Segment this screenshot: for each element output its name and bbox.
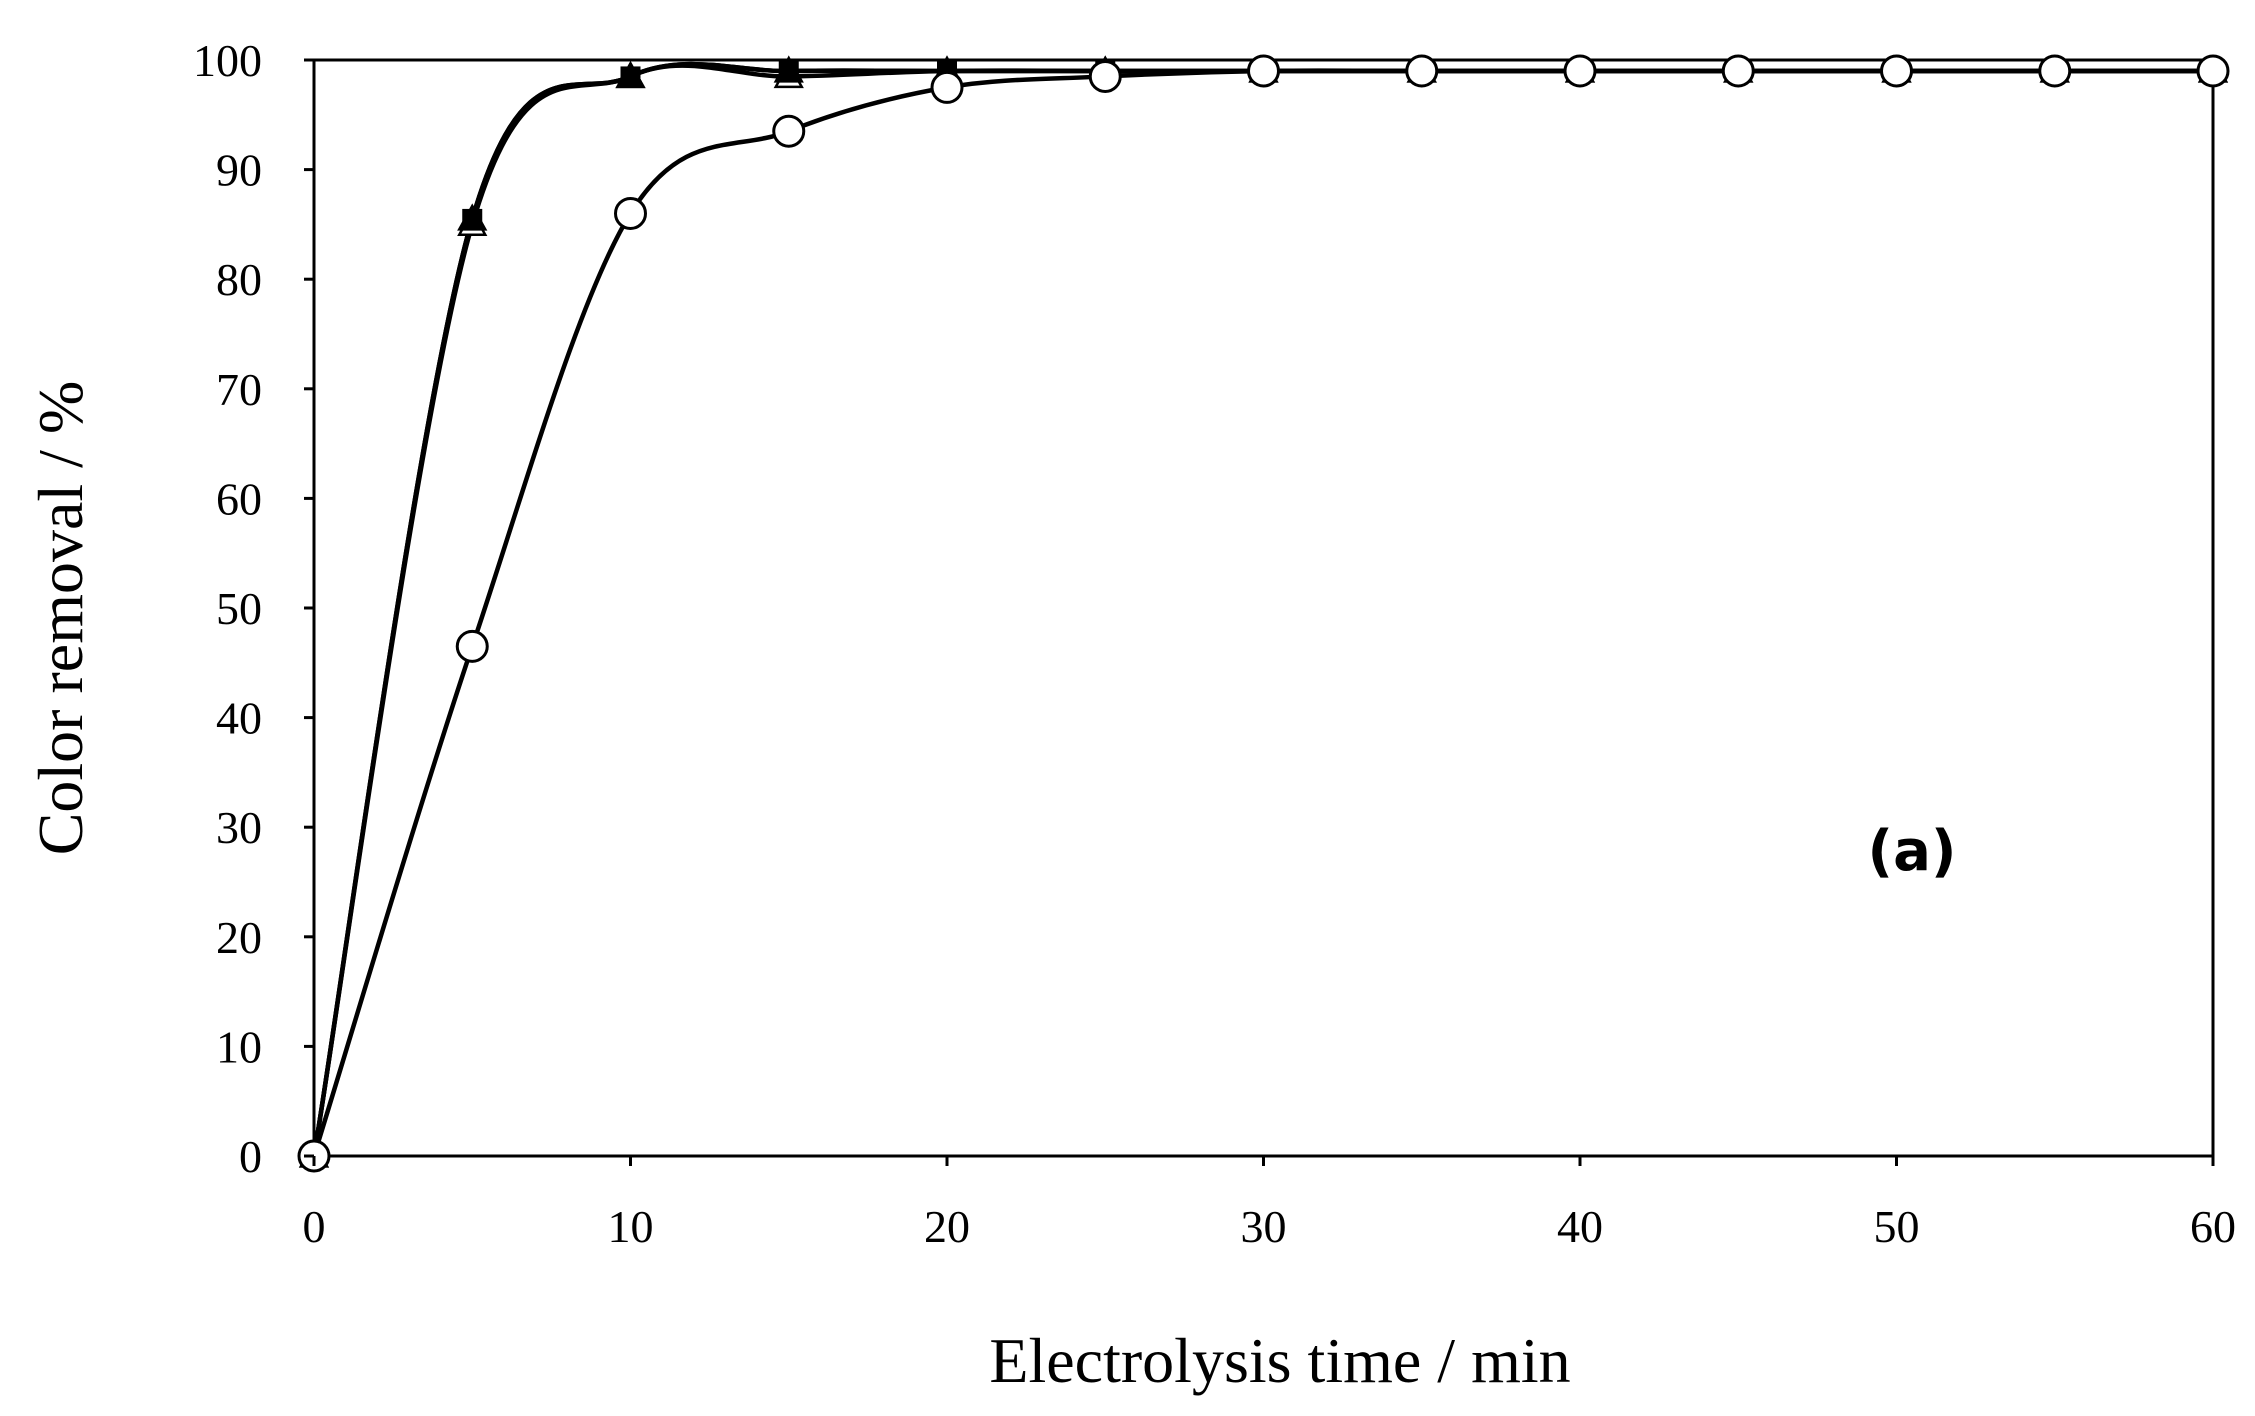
data-point-open-circle xyxy=(1880,54,1913,88)
data-point-open-circle xyxy=(1405,54,1439,88)
data-point-filled-triangle xyxy=(773,55,804,83)
x-tick-label: 20 xyxy=(924,1201,970,1252)
data-point-open-circle xyxy=(772,114,806,148)
x-tick-label: 40 xyxy=(1557,1201,1603,1252)
data-point-open-circle xyxy=(614,196,647,230)
x-tick-label: 0 xyxy=(303,1201,326,1252)
y-axis-title: Color removal / % xyxy=(25,381,96,856)
y-tick-label: 60 xyxy=(216,473,262,524)
data-point-open-circle xyxy=(2038,54,2072,88)
x-tick-label: 10 xyxy=(608,1201,654,1252)
data-point-open-circle xyxy=(1247,54,1280,88)
y-tick-label: 100 xyxy=(193,35,262,86)
x-tick-label: 60 xyxy=(2190,1201,2236,1252)
y-tick-label: 70 xyxy=(216,364,262,415)
series-filled-square-line xyxy=(311,61,2213,1157)
y-tick-label: 80 xyxy=(216,254,262,305)
plot-area-frame xyxy=(312,58,2215,1158)
series-open-triangle-line xyxy=(311,63,2213,1157)
y-tick-label: 0 xyxy=(239,1131,262,1182)
series-filled-triangle-line xyxy=(311,61,2213,1157)
x-axis-title: Electrolysis time / min xyxy=(989,1325,1570,1396)
series-open-circle-line xyxy=(311,68,2213,1157)
data-point-open-circle xyxy=(1088,59,1122,93)
y-tick-label: 20 xyxy=(216,912,262,963)
y-tick-label: 90 xyxy=(216,145,262,196)
y-tick-label: 10 xyxy=(216,1021,262,1072)
data-point-open-circle xyxy=(1721,54,1755,88)
data-point-open-circle xyxy=(1563,54,1597,88)
data-point-open-circle xyxy=(2196,54,2230,88)
y-tick-label: 50 xyxy=(216,583,262,634)
y-tick-label: 30 xyxy=(216,802,262,853)
panel-label: (a) xyxy=(1868,819,1957,884)
data-point-open-circle xyxy=(455,629,489,663)
x-tick-label: 30 xyxy=(1241,1201,1287,1252)
data-point-filled-triangle xyxy=(457,203,488,231)
y-tick-label: 40 xyxy=(216,693,262,744)
data-point-open-circle xyxy=(930,70,964,104)
x-tick-label: 50 xyxy=(1874,1201,1920,1252)
data-point-filled-triangle xyxy=(615,60,646,89)
